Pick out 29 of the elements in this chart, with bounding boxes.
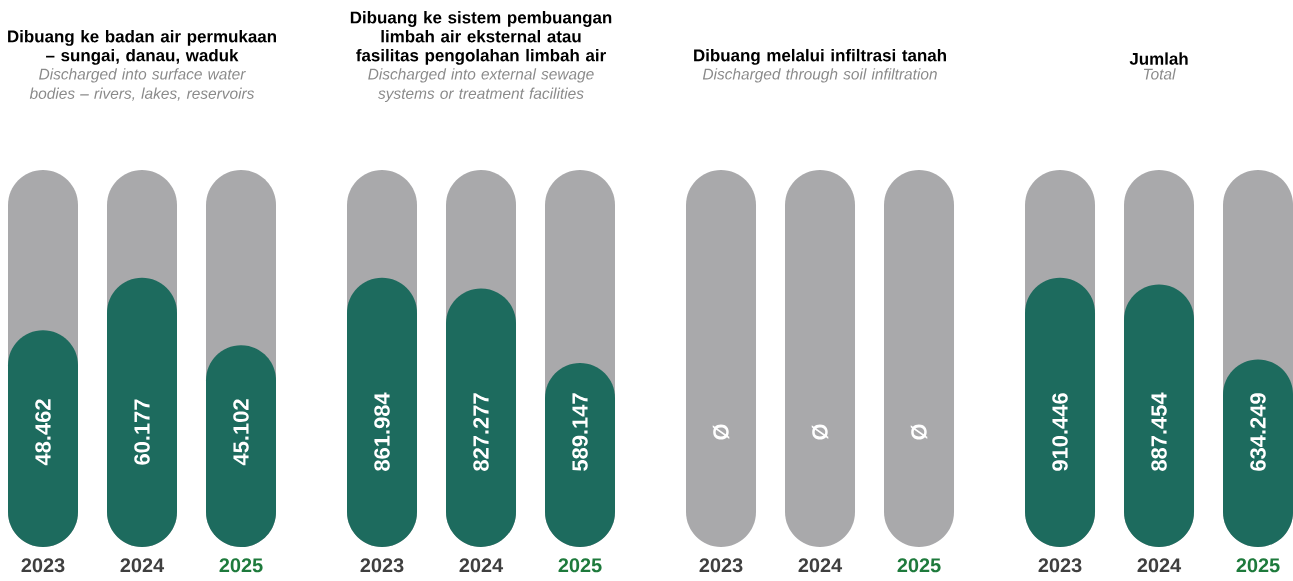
data-label: 634.249 [1250,393,1266,471]
data-label: Ø [910,424,928,440]
text: Discharged through soil infiltration [702,68,937,83]
x-tick-label: 2024 [120,558,165,573]
x-tick-label: 2025 [219,558,263,573]
data-label: 861.984 [374,392,390,471]
x-tick-label: 2024 [459,558,504,573]
chart-subtitle: Discharged into surface water bodies – rivers, lakes, reservoirs [29,68,255,101]
x-tick-label: 2025 [558,558,602,573]
data-label: Ø [811,424,829,440]
data-label: 48.462 [35,399,51,466]
x-tick-label: 2023 [1038,558,1082,573]
chart-subtitle: Total [1143,68,1176,80]
data-label: 887.454 [1151,392,1167,471]
x-tick-label: 2023 [21,558,65,573]
text: Dibuang melalui infiltrasi tanah [694,48,946,65]
data-label: 45.102 [233,399,249,466]
data-label: 589.147 [572,393,588,471]
data-label: 910.446 [1052,393,1068,471]
x-tick-label: 2024 [1137,558,1182,573]
x-tick-label: 2023 [360,558,404,573]
chart-title: Jumlah [1129,52,1188,65]
data-label: 60.177 [134,399,150,465]
chart-subtitle: Discharged into external sewage systems or treatment facilities [368,68,594,103]
chart-title: Dibuang ke sistem pembuangan limbah air eksternal atau fasilitas pengolahan limbah air [350,11,612,65]
data-label: 827.277 [473,393,489,471]
chart-title: Dibuang ke badan air permukaan – sungai, danau, waduk [8,30,276,65]
x-tick-label: 2025 [1236,558,1280,573]
data-label: Ø [712,424,730,440]
